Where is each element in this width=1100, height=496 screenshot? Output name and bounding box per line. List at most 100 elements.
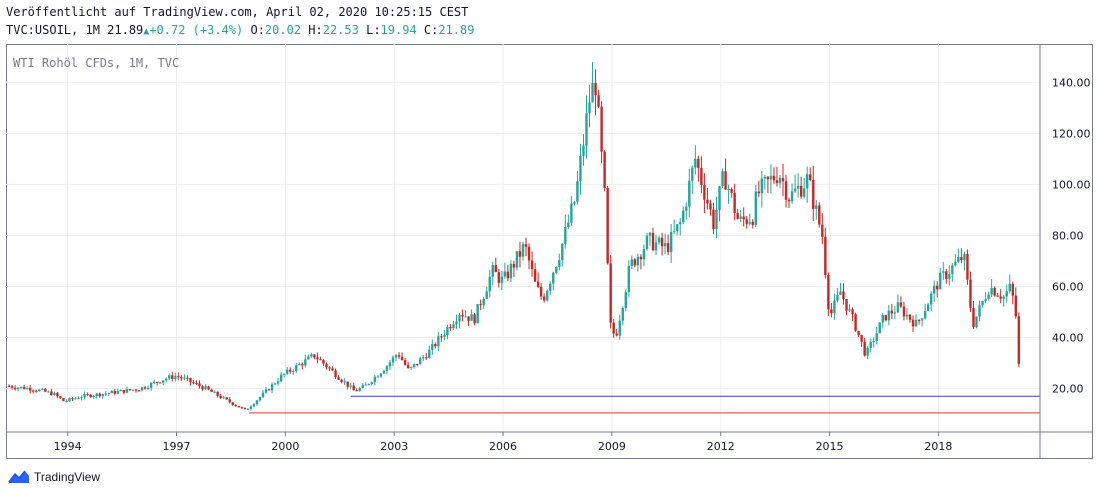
- candle-body: [821, 224, 824, 237]
- candle-body: [207, 386, 210, 390]
- candle-body: [446, 327, 449, 336]
- tradingview-brand[interactable]: TradingView: [8, 470, 100, 484]
- candle-body: [425, 357, 428, 359]
- candle-body: [412, 363, 416, 368]
- candle-body: [7, 386, 11, 388]
- candle-body: [757, 191, 761, 194]
- candle-body: [1014, 295, 1018, 317]
- candle-body: [497, 272, 501, 283]
- candle-body: [545, 290, 549, 301]
- candle-body: [651, 232, 655, 251]
- chart-area[interactable]: 140.00 120.00 100.00 80.00 60.00 40.00 20.00 19…: [6, 44, 1093, 459]
- candle-body: [104, 393, 107, 395]
- candle-body: [195, 383, 198, 385]
- candle-body: [89, 394, 92, 398]
- candle-body: [833, 300, 836, 314]
- candle-body: [778, 178, 782, 184]
- candle-body: [802, 188, 806, 197]
- candle-body: [706, 199, 709, 204]
- candle-body: [796, 185, 800, 189]
- candle-body: [509, 263, 513, 279]
- candle-body: [591, 82, 594, 103]
- candle-body: [128, 389, 132, 391]
- candle-body: [204, 386, 207, 390]
- candle-body: [518, 251, 522, 257]
- candle-body: [298, 364, 301, 366]
- candle-body: [935, 285, 939, 290]
- candle-body: [131, 389, 135, 391]
- candle-body: [754, 191, 758, 225]
- candle-body: [542, 296, 546, 301]
- grid: [6, 44, 1093, 459]
- candle-body: [736, 212, 739, 219]
- candle-body: [137, 390, 141, 392]
- candle-body: [993, 287, 996, 296]
- candle-body: [83, 394, 86, 398]
- candle-body: [352, 385, 355, 391]
- candle-body: [125, 389, 129, 393]
- candle-body: [703, 184, 706, 200]
- candle-body: [162, 380, 165, 383]
- candle-body: [999, 296, 1002, 299]
- candle-body: [645, 235, 649, 250]
- candle-body: [68, 398, 71, 401]
- candle-body: [388, 362, 392, 367]
- candle-body: [16, 387, 20, 389]
- candle-body: [101, 394, 104, 397]
- price-chart[interactable]: 140.00 120.00 100.00 80.00 60.00 40.00 20.00 19…: [6, 44, 1093, 459]
- candle-body: [987, 294, 990, 300]
- candle-body: [434, 344, 437, 347]
- candle-body: [455, 321, 458, 325]
- candle-body: [675, 224, 679, 232]
- candle-body: [476, 304, 479, 324]
- candle-body: [875, 333, 878, 342]
- published-text: Veröffentlicht auf TradingView.com, Apri…: [6, 5, 469, 19]
- candle-body: [198, 383, 201, 387]
- candle-body: [790, 191, 794, 202]
- y-tick-label: 140.00: [1052, 76, 1091, 89]
- candle-body: [50, 391, 53, 396]
- candle-body: [984, 299, 987, 301]
- candle-body: [878, 322, 881, 334]
- candle-body: [890, 310, 894, 314]
- candle-body: [422, 357, 425, 359]
- tradingview-logo-icon: [8, 470, 29, 483]
- candle-body: [222, 397, 225, 399]
- candle-body: [506, 271, 510, 279]
- candle-body: [122, 389, 126, 393]
- candle-body: [748, 221, 751, 224]
- candle-body: [331, 368, 334, 371]
- candle-body: [612, 322, 615, 334]
- candle-body: [285, 369, 289, 374]
- candle-body: [603, 151, 606, 189]
- candle-body: [926, 304, 930, 311]
- candle-body: [539, 286, 543, 297]
- candle-body: [261, 392, 265, 398]
- candle-body: [772, 175, 776, 181]
- x-tick-label: 2009: [598, 440, 626, 453]
- candle-body: [134, 389, 138, 391]
- candle-body: [969, 279, 972, 309]
- candle-body: [59, 396, 62, 399]
- candle-body: [391, 357, 395, 363]
- candle-body: [733, 192, 736, 213]
- candle-body: [231, 402, 234, 405]
- candle-body: [860, 334, 863, 342]
- candle-body: [292, 371, 295, 373]
- candle-body: [679, 222, 682, 225]
- candle-body: [799, 185, 803, 197]
- chart-legend: WTI Rohöl CFDs, 1M, TVC: [13, 56, 180, 70]
- candle-body: [47, 391, 50, 393]
- candle-body: [881, 314, 884, 323]
- low-label: L:: [366, 23, 381, 37]
- candle-body: [905, 314, 909, 317]
- candle-body: [721, 171, 724, 187]
- candle-body: [116, 391, 120, 394]
- candle-body: [473, 314, 476, 324]
- candle-body: [53, 393, 56, 396]
- candle-body: [313, 354, 316, 358]
- candle-body: [854, 314, 857, 331]
- candle-body: [140, 387, 144, 391]
- candle-body: [836, 294, 839, 301]
- candle-body: [700, 167, 703, 185]
